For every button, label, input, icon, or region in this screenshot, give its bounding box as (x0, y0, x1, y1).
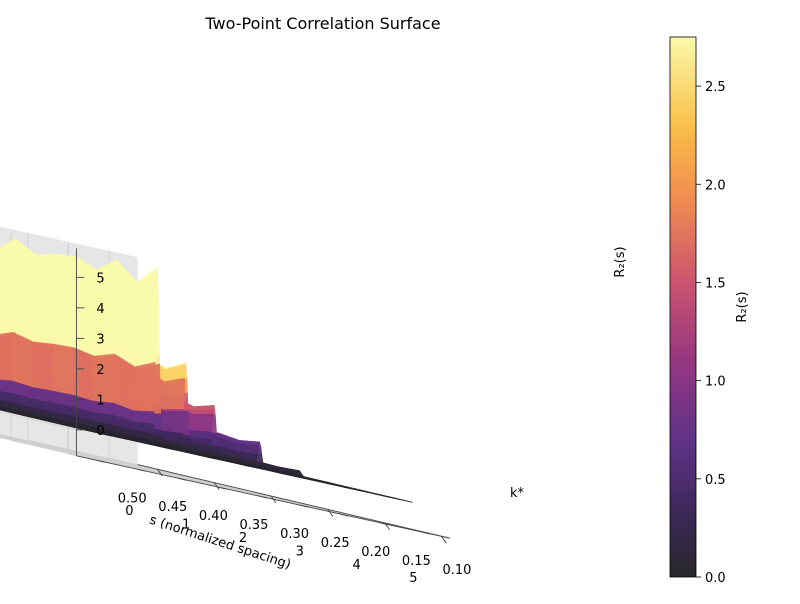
surface-facet (0, 379, 12, 393)
y-tick-label: 0.10 (443, 563, 472, 578)
colorbar-tick-label: 0.0 (705, 571, 726, 586)
x-tick-label: 3 (296, 544, 304, 559)
z-tick-label: 2 (96, 363, 104, 378)
y-tick-label: 0.40 (199, 509, 228, 524)
x-tick-label: 4 (352, 558, 360, 573)
surface-facet (55, 254, 76, 286)
colorbar-tick-label: 2.5 (705, 80, 726, 95)
colorbar-label: R₂(s) (735, 291, 750, 322)
surface-facet (162, 411, 183, 433)
y-axis-label: k* (510, 486, 525, 501)
colorbar-tick-label: 1.5 (705, 277, 726, 292)
chart-title: Two-Point Correlation Surface (204, 14, 440, 33)
y-tick-label: 0.25 (321, 536, 350, 551)
surface-facet (0, 332, 13, 381)
surface-facet (193, 410, 214, 414)
y-tick-label: 0.15 (402, 554, 431, 569)
colorbar-tick-label: 2.0 (705, 178, 726, 193)
z-tick-label: 1 (96, 393, 104, 408)
surface-facet (35, 254, 56, 283)
z-axis-label: R₂(s) (613, 246, 628, 277)
surface-facet (192, 414, 214, 432)
colorbar-tick-label: 1.0 (705, 375, 726, 390)
z-tick-label: 5 (96, 271, 104, 286)
y-tick-label: 0.35 (240, 518, 269, 533)
surface-facet (163, 378, 185, 409)
surface-facet (54, 324, 75, 348)
colorbar-tick-label: 0.5 (705, 473, 726, 488)
z-tick-label: 3 (96, 332, 104, 347)
y-tick-label: 0.50 (118, 491, 147, 506)
surface-facet (134, 362, 155, 411)
surface-facet (0, 270, 14, 317)
x-tick-label: 5 (409, 571, 417, 586)
surface-facet (33, 323, 54, 345)
y-tick-label: 0.45 (158, 500, 187, 515)
y-tick-label: 0.30 (280, 527, 309, 542)
surface-facet (0, 311, 13, 335)
z-tick-label: 0 (96, 424, 104, 439)
y-tick-label: 0.20 (361, 545, 390, 560)
surface-facet (32, 342, 53, 391)
z-tick-label: 4 (96, 302, 104, 317)
colorbar-ticks: 0.0 0.5 1.0 1.5 2.0 2.5 (696, 80, 726, 586)
colorbar (670, 37, 696, 577)
surface-facet (54, 284, 75, 328)
surface-facet (53, 344, 74, 395)
surface-facet (12, 332, 33, 387)
surface-facet (34, 283, 55, 324)
x-tick-label: 0 (125, 504, 133, 519)
